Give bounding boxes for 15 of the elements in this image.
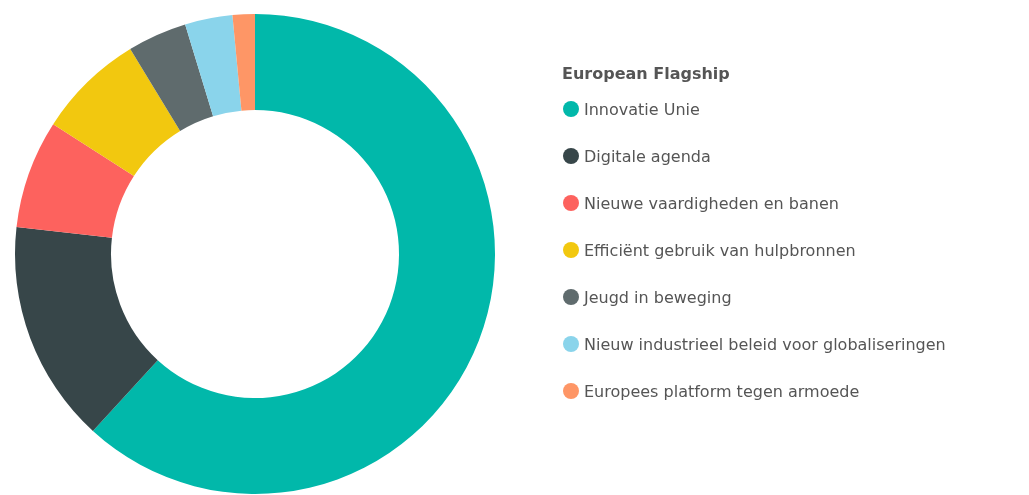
legend-label: Digitale agenda xyxy=(584,147,711,166)
donut-slice xyxy=(15,226,158,431)
donut-slice xyxy=(16,124,134,238)
legend-title: European Flagship xyxy=(562,64,730,83)
legend-label: Nieuwe vaardigheden en banen xyxy=(584,194,839,213)
legend-label: Efficiënt gebruik van hulpbronnen xyxy=(584,241,856,260)
donut-slice xyxy=(232,14,255,111)
donut-slice xyxy=(92,14,495,494)
donut-slice xyxy=(185,15,242,117)
legend-label: Nieuw industrieel beleid voor globaliseringen xyxy=(584,335,946,354)
legend-label: Europees platform tegen armoede xyxy=(584,382,860,401)
donut-slice xyxy=(130,24,214,131)
donut-slice xyxy=(53,48,181,177)
legend-label: Jeugd in beweging xyxy=(583,288,732,307)
legend-label: Innovatie Unie xyxy=(584,100,700,119)
